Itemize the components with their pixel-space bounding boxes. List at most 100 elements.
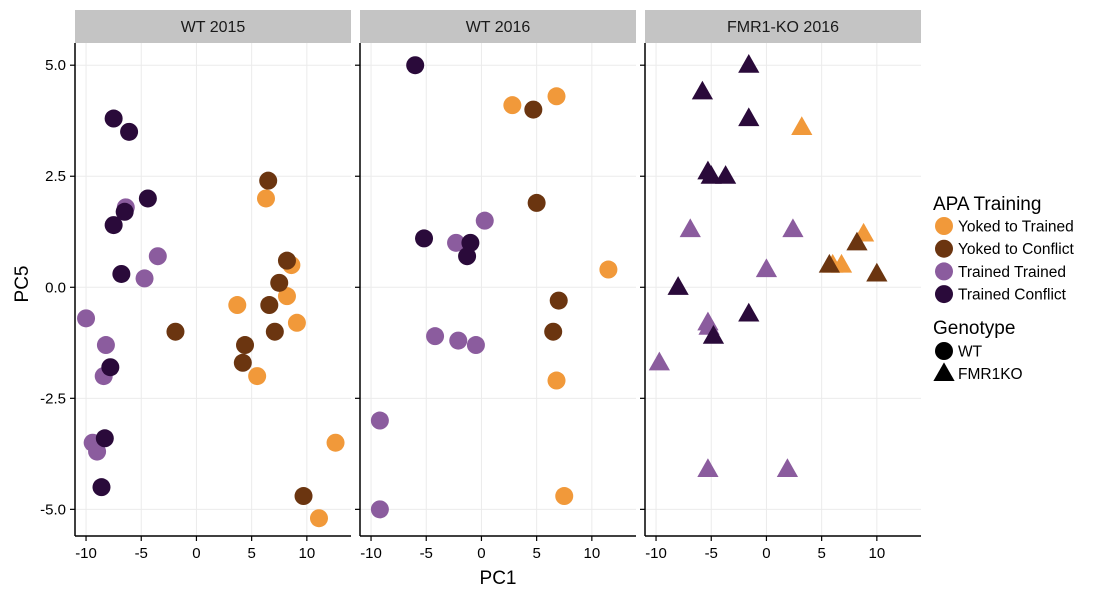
data-point xyxy=(277,287,296,306)
legend: APA Training Yoked to Trained Yoked to Con… xyxy=(933,194,1074,383)
x-tick-label: 5 xyxy=(532,545,540,562)
data-point xyxy=(309,509,328,528)
facet-panel: WT 2015 -10 -5 0 5 10 5.0 2.5 0.0 -2.5 -5.0 xyxy=(40,10,351,562)
legend-label-genotype: WT xyxy=(958,344,983,361)
y-tick-label: -5.0 xyxy=(40,501,66,518)
data-point xyxy=(679,218,701,238)
data-point xyxy=(648,351,670,371)
data-point xyxy=(544,322,563,341)
data-point xyxy=(287,313,306,332)
data-point xyxy=(166,322,185,341)
facet-panel: FMR1-KO 2016 -10 -5 0 5 10 xyxy=(640,10,921,562)
data-point xyxy=(104,216,123,235)
data-point xyxy=(270,273,289,292)
data-point xyxy=(791,116,813,135)
facet-strip-label: WT 2016 xyxy=(466,19,531,36)
data-point xyxy=(426,327,445,346)
data-point xyxy=(449,331,468,350)
legend-label-training: Yoked to Trained xyxy=(958,219,1074,236)
legend-label-genotype: FMR1KO xyxy=(958,366,1023,383)
data-point xyxy=(555,487,574,506)
data-point xyxy=(527,193,546,212)
data-point xyxy=(697,458,719,477)
x-tick-label: 0 xyxy=(762,545,770,562)
data-point xyxy=(599,260,618,279)
facet-panels: WT 2015 -10 -5 0 5 10 5.0 2.5 0.0 -2.5 -5.0 WT 2016… xyxy=(40,10,921,562)
data-point xyxy=(846,231,868,251)
y-tick-label: -2.5 xyxy=(40,390,66,407)
data-point xyxy=(700,165,722,184)
data-point xyxy=(738,302,760,322)
x-tick-label: -10 xyxy=(645,545,667,562)
data-point xyxy=(95,429,114,448)
x-tick-label: -10 xyxy=(75,545,97,562)
legend-key-shape xyxy=(933,362,955,382)
data-point xyxy=(370,500,389,519)
data-point xyxy=(236,336,255,355)
data-point xyxy=(691,80,714,100)
data-point xyxy=(524,100,543,119)
y-tick-label: 2.5 xyxy=(45,168,66,185)
data-point xyxy=(466,336,485,355)
data-point xyxy=(138,189,157,208)
x-tick-label: -5 xyxy=(705,545,718,562)
data-point xyxy=(115,202,134,221)
legend-title-genotype: Genotype xyxy=(933,318,1015,339)
legend-key-color xyxy=(935,262,953,281)
data-point xyxy=(549,291,568,310)
data-point xyxy=(697,311,719,331)
x-tick-label: 5 xyxy=(817,545,825,562)
data-point xyxy=(818,253,840,273)
y-tick-label: 0.0 xyxy=(45,279,66,296)
data-point xyxy=(702,324,725,344)
facet-strip xyxy=(360,10,636,43)
legend-title-apa-training: APA Training xyxy=(933,194,1041,215)
data-point xyxy=(458,247,477,266)
legend-label-training: Trained Conflict xyxy=(958,287,1067,304)
data-point xyxy=(92,478,111,497)
facet-panel: WT 2016 -10 -5 0 5 10 xyxy=(355,10,636,562)
x-tick-label: 5 xyxy=(247,545,255,562)
x-tick-label: -10 xyxy=(360,545,382,562)
facet-strip xyxy=(75,10,351,43)
x-tick-label: 0 xyxy=(477,545,485,562)
x-tick-label: 0 xyxy=(192,545,200,562)
data-point xyxy=(738,107,760,127)
data-point xyxy=(112,264,131,283)
legend-key-color xyxy=(935,285,953,304)
data-point xyxy=(228,296,247,315)
data-point xyxy=(738,54,760,73)
y-tick-label: 5.0 xyxy=(45,57,66,74)
data-point xyxy=(260,296,279,315)
x-tick-label: 10 xyxy=(868,545,885,562)
data-point xyxy=(782,218,804,238)
data-point xyxy=(120,122,139,141)
facet-strip-label: WT 2015 xyxy=(181,19,246,36)
data-point xyxy=(77,309,96,328)
data-point xyxy=(714,165,737,184)
data-point xyxy=(776,458,799,477)
data-point xyxy=(447,233,466,252)
data-point xyxy=(233,353,252,372)
x-tick-label: 10 xyxy=(298,545,315,562)
legend-key-color xyxy=(935,217,953,235)
legend-key-color xyxy=(935,239,953,258)
data-point xyxy=(547,87,566,106)
data-point xyxy=(326,433,345,452)
data-point xyxy=(866,262,888,282)
facet-strip-label: FMR1-KO 2016 xyxy=(727,19,839,36)
data-point xyxy=(265,322,284,341)
data-point xyxy=(248,367,267,386)
x-tick-label: -5 xyxy=(135,545,148,562)
facet-strip xyxy=(645,10,921,43)
data-point xyxy=(547,371,566,390)
y-axis-title: PC5 xyxy=(12,266,33,303)
data-point xyxy=(256,189,275,208)
data-point xyxy=(96,336,115,355)
x-tick-label: 10 xyxy=(583,545,600,562)
data-point xyxy=(277,251,296,270)
data-point xyxy=(88,442,107,461)
legend-key-shape xyxy=(935,342,953,360)
data-point xyxy=(148,247,167,266)
